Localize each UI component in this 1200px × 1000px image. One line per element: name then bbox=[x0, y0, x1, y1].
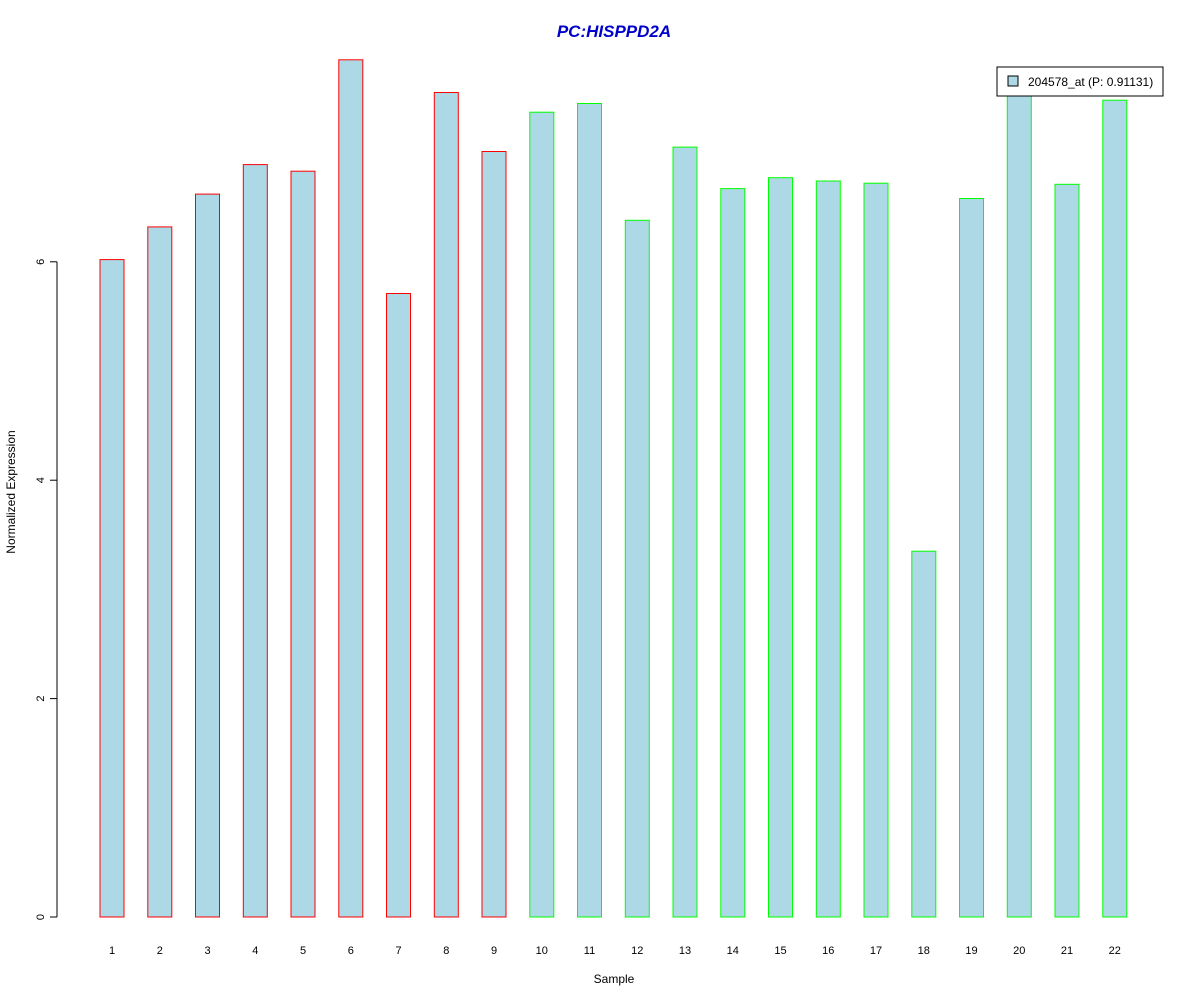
y-axis: 0 2 4 6 bbox=[35, 259, 58, 920]
x-tick-label: 22 bbox=[1109, 945, 1121, 957]
bar-sample-9 bbox=[481, 151, 507, 918]
bar-sample-4 bbox=[242, 164, 268, 918]
y-tick-label: 2 bbox=[35, 696, 47, 702]
bar-sample-18 bbox=[911, 550, 937, 918]
x-tick-label: 5 bbox=[300, 945, 306, 957]
bar-sample-17 bbox=[863, 182, 889, 918]
x-tick-label: 19 bbox=[965, 945, 977, 957]
bar-sample-1 bbox=[99, 259, 125, 918]
x-tick-label: 3 bbox=[204, 945, 210, 957]
bars-group bbox=[99, 59, 1128, 918]
x-tick-label: 15 bbox=[774, 945, 786, 957]
bar-sample-21 bbox=[1054, 183, 1080, 918]
x-tick-label: 6 bbox=[348, 945, 354, 957]
bar-sample-20 bbox=[1006, 92, 1032, 918]
bar-sample-2 bbox=[147, 226, 173, 918]
legend-label: 204578_at (P: 0.91131) bbox=[1028, 75, 1153, 89]
bar-sample-6 bbox=[338, 59, 364, 918]
x-tick-label: 2 bbox=[157, 945, 163, 957]
x-tick-label: 9 bbox=[491, 945, 497, 957]
x-tick-label: 20 bbox=[1013, 945, 1025, 957]
bar-sample-14 bbox=[720, 188, 746, 918]
x-tick-label: 7 bbox=[395, 945, 401, 957]
y-tick-label: 6 bbox=[35, 259, 47, 265]
legend-swatch bbox=[1007, 75, 1019, 87]
bar-sample-15 bbox=[768, 177, 793, 918]
bar-sample-12 bbox=[624, 219, 650, 918]
x-tick-label: 8 bbox=[443, 945, 449, 957]
x-tick-label: 14 bbox=[727, 945, 739, 957]
chart-title: PC:HISPPD2A bbox=[557, 22, 671, 41]
bar-sample-5 bbox=[290, 170, 316, 918]
x-tick-label: 13 bbox=[679, 945, 691, 957]
bar-sample-8 bbox=[433, 92, 459, 918]
x-tick-label: 21 bbox=[1061, 945, 1073, 957]
x-tick-label: 1 bbox=[109, 945, 115, 957]
bar-sample-10 bbox=[529, 111, 555, 918]
bar-sample-3 bbox=[195, 193, 220, 918]
legend: 204578_at (P: 0.91131) bbox=[996, 66, 1164, 97]
x-tick-label: 11 bbox=[584, 945, 595, 957]
y-tick-label: 4 bbox=[35, 477, 47, 483]
x-tick-label: 4 bbox=[252, 945, 258, 957]
bar-sample-13 bbox=[672, 146, 698, 918]
x-tick-label: 18 bbox=[918, 945, 930, 957]
legend-box bbox=[996, 66, 1164, 97]
bar-sample-11 bbox=[577, 103, 602, 918]
bar-sample-7 bbox=[386, 293, 411, 918]
x-tick-label: 10 bbox=[536, 945, 548, 957]
x-tick-label: 16 bbox=[822, 945, 834, 957]
x-tick-label: 12 bbox=[631, 945, 643, 957]
bar-sample-22 bbox=[1102, 99, 1128, 918]
bar-sample-16 bbox=[815, 180, 841, 918]
x-axis-label: Sample bbox=[594, 972, 635, 986]
bar-sample-19 bbox=[959, 198, 984, 918]
x-tick-label: 17 bbox=[870, 945, 882, 957]
y-axis-label: Normalized Expression bbox=[4, 430, 18, 553]
x-tick-labels: 1 2 3 4 5 6 7 8 9 10 11 12 13 14 15 16 17 18 19 20 21 22 bbox=[109, 945, 1121, 957]
y-tick-label: 0 bbox=[35, 914, 47, 920]
